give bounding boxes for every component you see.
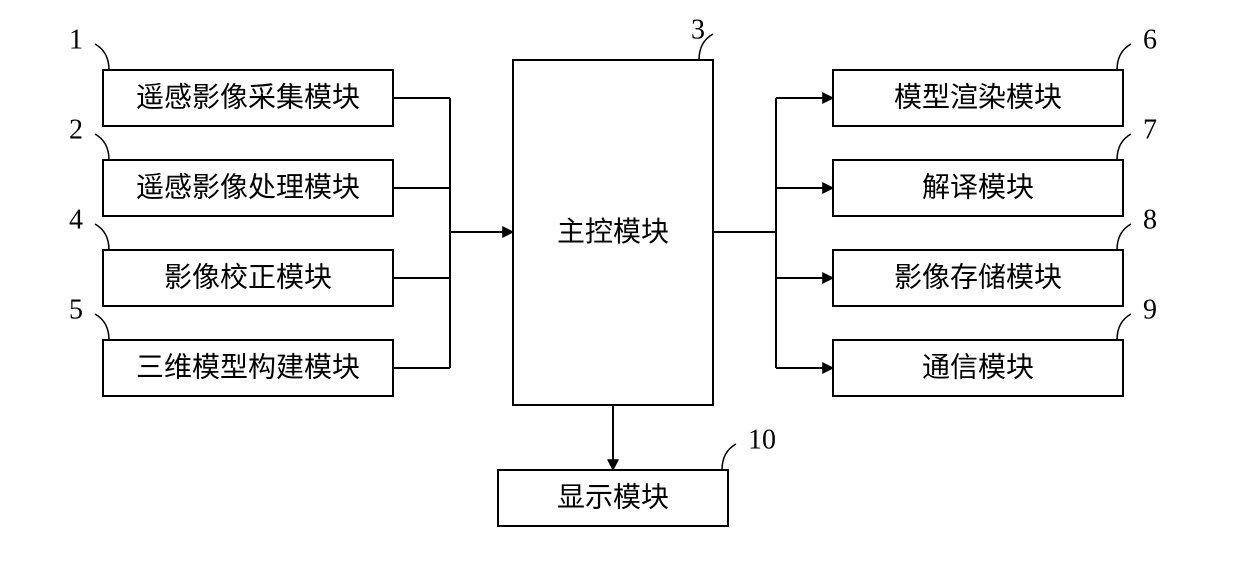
box-left1: 遥感影像采集模块 — [103, 70, 393, 126]
box-label: 通信模块 — [922, 352, 1034, 384]
box-right9: 通信模块 — [833, 340, 1123, 396]
box-label: 影像校正模块 — [164, 262, 332, 294]
leader-n6 — [1117, 44, 1131, 70]
leader-n9 — [1117, 314, 1131, 340]
box-label: 遥感影像处理模块 — [136, 172, 360, 204]
leader-label: 4 — [69, 205, 83, 236]
leader-n7 — [1117, 134, 1131, 160]
block-diagram: 遥感影像采集模块遥感影像处理模块影像校正模块三维模型构建模块 主控模块 模型渲染模块… — [0, 0, 1240, 581]
box-label: 影像存储模块 — [894, 262, 1062, 294]
leader-label: 1 — [69, 25, 83, 56]
leader-label: 9 — [1143, 295, 1157, 326]
box-left5: 三维模型构建模块 — [103, 340, 393, 396]
box-label: 模型渲染模块 — [894, 82, 1062, 114]
leader-n5 — [95, 314, 109, 340]
leader-n2 — [95, 134, 109, 160]
leader-label: 3 — [691, 15, 705, 46]
box-left2: 遥感影像处理模块 — [103, 160, 393, 216]
leader-label: 6 — [1143, 25, 1157, 56]
box-label: 主控模块 — [557, 216, 669, 248]
leader-label: 10 — [748, 425, 776, 456]
leader-label: 5 — [69, 295, 83, 326]
box-right8: 影像存储模块 — [833, 250, 1123, 306]
box-right6: 模型渲染模块 — [833, 70, 1123, 126]
box-label: 遥感影像采集模块 — [136, 82, 360, 114]
box-label: 解译模块 — [922, 172, 1034, 204]
leader-label: 7 — [1143, 115, 1157, 146]
box-label: 显示模块 — [557, 482, 669, 514]
leader-n4 — [95, 224, 109, 250]
box-label: 三维模型构建模块 — [136, 352, 360, 384]
leader-n1 — [95, 44, 109, 70]
box-right7: 解译模块 — [833, 160, 1123, 216]
leader-n10 — [722, 444, 736, 470]
box-left4: 影像校正模块 — [103, 250, 393, 306]
leader-label: 8 — [1143, 205, 1157, 236]
leader-n8 — [1117, 224, 1131, 250]
leader-label: 2 — [69, 115, 83, 146]
box-bottom: 显示模块 — [498, 470, 728, 526]
box-center: 主控模块 — [513, 60, 713, 405]
